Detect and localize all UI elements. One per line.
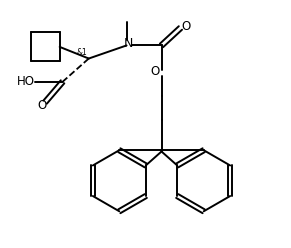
Text: HO: HO bbox=[17, 75, 35, 88]
Text: O: O bbox=[181, 20, 190, 33]
Text: &1: &1 bbox=[76, 48, 87, 57]
Text: O: O bbox=[150, 65, 160, 78]
Text: N: N bbox=[123, 37, 133, 51]
Text: O: O bbox=[37, 99, 46, 112]
